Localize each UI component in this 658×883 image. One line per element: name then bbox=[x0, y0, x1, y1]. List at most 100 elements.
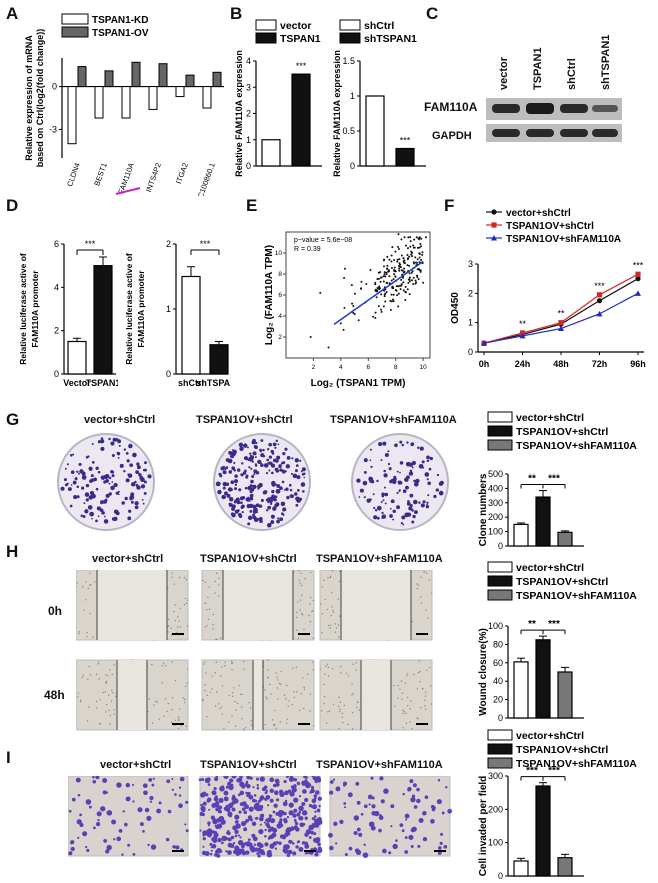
invaded-cell bbox=[171, 777, 174, 781]
regression-line bbox=[333, 260, 424, 326]
scatter-point bbox=[413, 238, 416, 241]
invaded-cell bbox=[353, 815, 360, 821]
x-tick-label: 24h bbox=[515, 359, 531, 369]
scatter-point bbox=[408, 272, 411, 275]
colony bbox=[230, 480, 235, 485]
colony bbox=[370, 465, 373, 468]
invaded-cell bbox=[417, 844, 421, 848]
colony bbox=[139, 475, 144, 480]
invaded-cell bbox=[85, 799, 92, 805]
scatter-point bbox=[384, 300, 387, 303]
invaded-cell bbox=[303, 776, 306, 779]
scatter-point bbox=[402, 281, 405, 284]
x-tick-label: 4 bbox=[339, 364, 343, 371]
colony bbox=[108, 492, 112, 496]
h-row-0h: 0h bbox=[48, 604, 63, 618]
cell-speck bbox=[399, 688, 401, 691]
colony bbox=[83, 502, 86, 505]
colony bbox=[105, 477, 108, 480]
colony bbox=[253, 473, 256, 476]
scatter-point bbox=[397, 248, 400, 251]
invaded-cell bbox=[390, 825, 393, 828]
invaded-cell bbox=[290, 776, 294, 780]
invaded-cell bbox=[232, 841, 236, 845]
cell-speck bbox=[429, 685, 432, 687]
colony bbox=[253, 507, 258, 513]
x-tick-label: 6 bbox=[366, 364, 370, 371]
scatter-point bbox=[408, 293, 411, 296]
colony bbox=[85, 483, 90, 488]
invaded-cell bbox=[185, 800, 189, 804]
cell-speck bbox=[219, 637, 222, 639]
colony bbox=[100, 475, 106, 480]
colony bbox=[72, 480, 77, 485]
scatter-point bbox=[365, 283, 368, 286]
y-tick-label: 1 bbox=[246, 135, 251, 145]
invaded-cell bbox=[223, 790, 229, 796]
invaded-cell bbox=[436, 799, 442, 805]
colony bbox=[418, 501, 421, 504]
invaded-cell bbox=[116, 836, 122, 842]
cell-speck bbox=[298, 570, 300, 572]
scatter-point bbox=[383, 295, 386, 298]
colony bbox=[267, 461, 270, 465]
invaded-cell bbox=[230, 835, 235, 840]
y-tick-label: 2 bbox=[246, 109, 251, 119]
invaded-cell bbox=[309, 791, 313, 794]
colony bbox=[288, 483, 292, 487]
cell-speck bbox=[267, 669, 269, 671]
legend-swatch bbox=[61, 26, 89, 38]
scatter-point bbox=[418, 256, 421, 259]
invaded-cell bbox=[239, 776, 243, 779]
y-axis-label: Relative luciferase active of FAM110A pro… bbox=[18, 253, 40, 365]
legend-label: TSPAN1OV+shCtrl bbox=[506, 221, 594, 232]
cell-speck bbox=[167, 618, 170, 620]
colony bbox=[294, 469, 298, 473]
colony bbox=[435, 488, 439, 492]
scatter-point bbox=[420, 259, 423, 262]
colony bbox=[267, 500, 270, 504]
colony bbox=[392, 477, 397, 482]
cell-speck bbox=[428, 579, 430, 581]
scatter-point bbox=[383, 258, 386, 261]
cell-speck bbox=[76, 586, 77, 588]
scatter-point bbox=[378, 287, 381, 290]
scatter-point bbox=[352, 304, 355, 307]
invaded-cell bbox=[79, 813, 82, 817]
cell-speck bbox=[178, 576, 181, 579]
colony bbox=[283, 502, 286, 505]
cell-speck bbox=[178, 718, 180, 720]
y-tick-label: 200 bbox=[488, 512, 503, 522]
bar bbox=[158, 63, 168, 88]
colony bbox=[127, 509, 132, 513]
colony bbox=[101, 511, 105, 515]
colony bbox=[217, 489, 222, 495]
invaded-cell bbox=[314, 790, 320, 795]
cell-speck bbox=[79, 701, 82, 703]
scatter-point bbox=[383, 273, 386, 276]
legend-label: vector+shCtrl bbox=[506, 208, 571, 219]
colony bbox=[240, 473, 244, 477]
cell-speck bbox=[402, 712, 404, 715]
invaded-cell bbox=[308, 824, 314, 831]
cell-speck bbox=[338, 636, 340, 638]
legend-swatch bbox=[487, 743, 513, 755]
invaded-cell bbox=[339, 819, 344, 824]
colony bbox=[279, 517, 284, 522]
legend-swatch bbox=[487, 757, 513, 769]
invaded-cell bbox=[328, 832, 333, 838]
invaded-cell bbox=[96, 811, 102, 817]
y-tick-label: 2 bbox=[468, 288, 473, 298]
scatter-point bbox=[418, 236, 421, 239]
invaded-cell bbox=[207, 821, 211, 825]
colony bbox=[70, 470, 75, 475]
colony bbox=[74, 477, 78, 481]
cell-speck bbox=[174, 724, 176, 727]
colony bbox=[97, 470, 101, 474]
invaded-cell bbox=[437, 779, 441, 782]
invaded-cell bbox=[329, 845, 334, 851]
invaded-cell bbox=[379, 814, 382, 817]
cell-speck bbox=[394, 705, 396, 708]
